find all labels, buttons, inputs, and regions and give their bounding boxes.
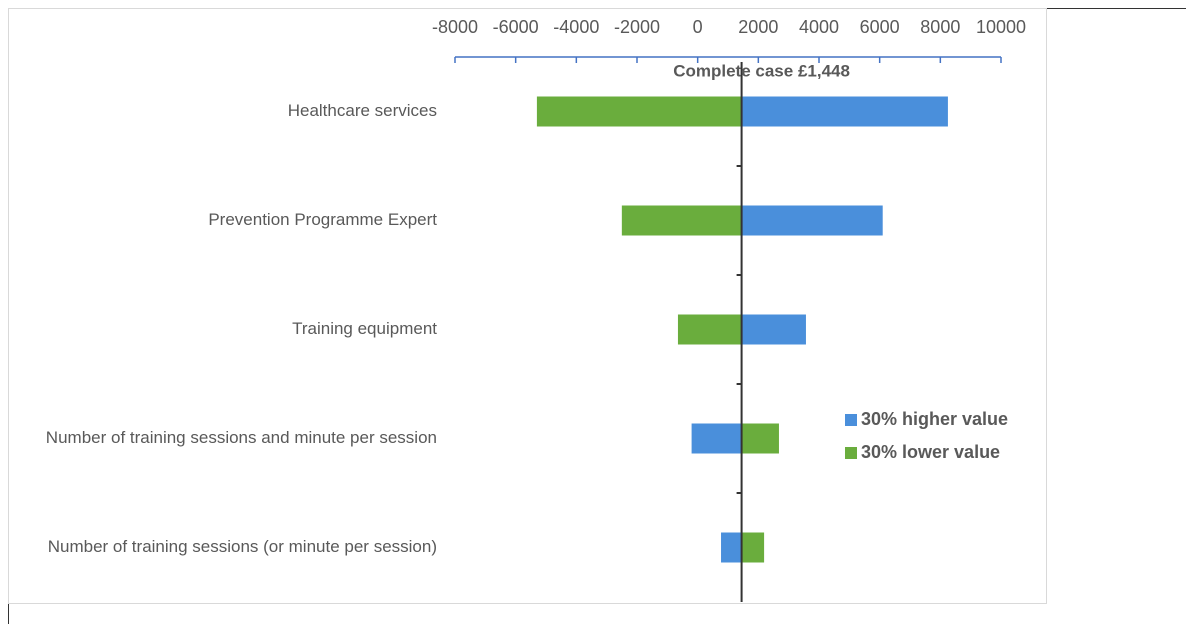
bar [742, 97, 948, 127]
legend-label: 30% lower value [861, 442, 1000, 462]
x-tick-label: 0 [693, 17, 703, 37]
category-label: Training equipment [292, 319, 437, 338]
category-label: Prevention Programme Expert [208, 210, 437, 229]
category-label: Number of training sessions (or minute p… [48, 537, 437, 556]
bar [678, 315, 742, 345]
legend-swatch [845, 414, 857, 426]
x-tick-label: 8000 [920, 17, 960, 37]
bar [742, 533, 765, 563]
legend-label: 30% higher value [861, 409, 1008, 429]
bar [692, 424, 742, 454]
x-tick-label: 4000 [799, 17, 839, 37]
x-tick-label: -2000 [614, 17, 660, 37]
annotation: Complete case £1,448 [673, 61, 850, 80]
legend-swatch [845, 447, 857, 459]
x-tick-label: 10000 [976, 17, 1026, 37]
x-tick-label: -8000 [432, 17, 478, 37]
category-label: Healthcare services [288, 101, 437, 120]
bar [537, 97, 742, 127]
bar [721, 533, 742, 563]
x-tick-label: 6000 [860, 17, 900, 37]
x-tick-label: -6000 [493, 17, 539, 37]
bar [742, 424, 779, 454]
bar [742, 206, 883, 236]
x-tick-label: 2000 [738, 17, 778, 37]
x-tick-label: -4000 [553, 17, 599, 37]
bar [622, 206, 742, 236]
bar [742, 315, 806, 345]
category-label: Number of training sessions and minute p… [46, 428, 437, 447]
